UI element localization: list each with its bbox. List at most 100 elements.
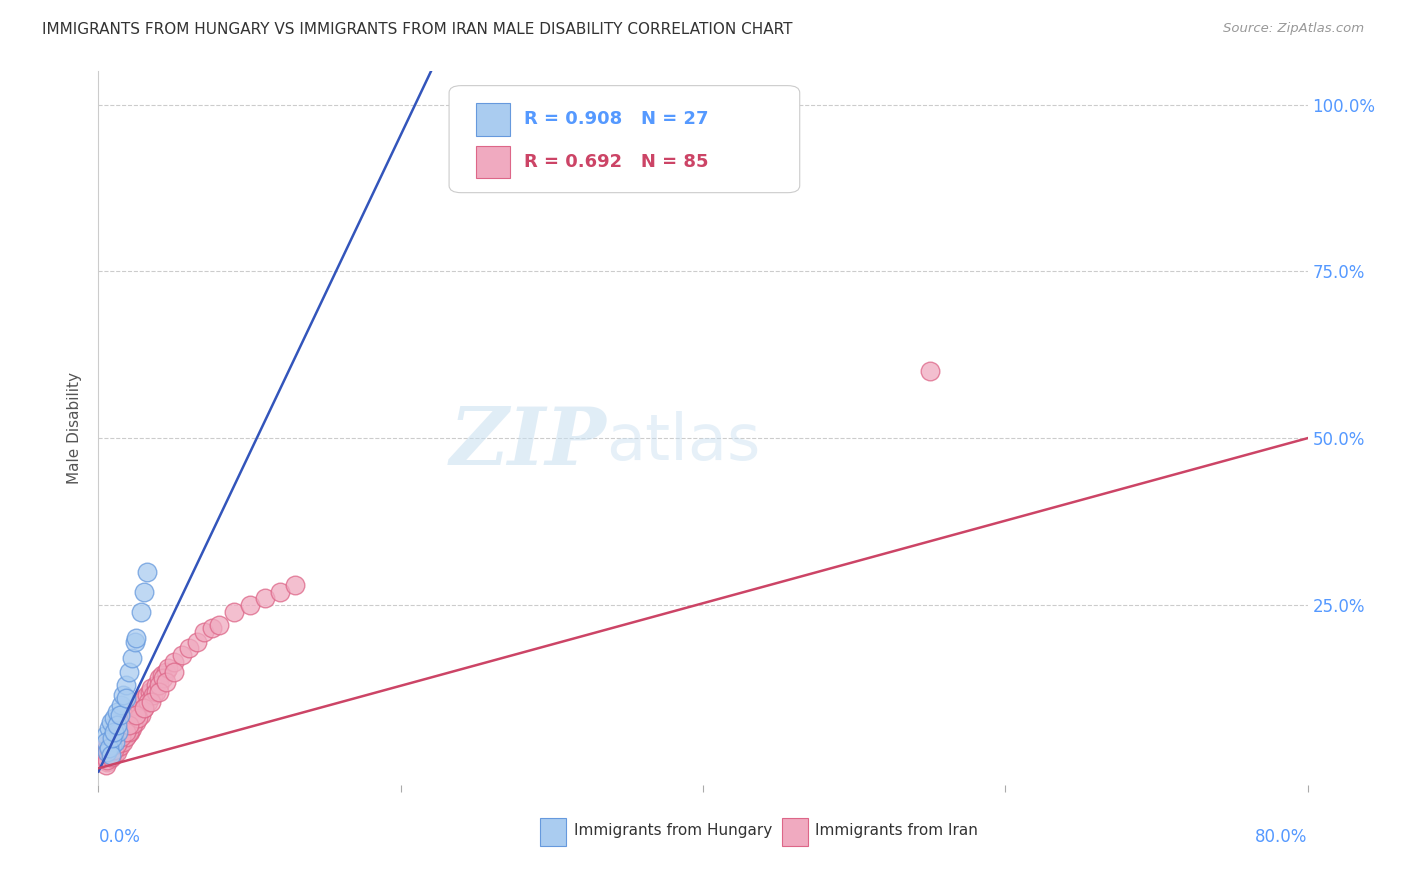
Point <box>108 707 131 722</box>
Point <box>163 665 186 679</box>
Point <box>98 747 121 762</box>
Point <box>114 691 136 706</box>
Point <box>114 724 136 739</box>
Text: Immigrants from Iran: Immigrants from Iran <box>815 823 979 838</box>
Point <box>125 701 148 715</box>
Point <box>98 721 121 735</box>
Point <box>111 731 134 746</box>
Y-axis label: Male Disability: Male Disability <box>67 372 83 484</box>
Point <box>108 732 131 747</box>
Point <box>100 747 122 762</box>
Point <box>129 707 152 722</box>
Point <box>115 728 138 742</box>
Point <box>103 734 125 748</box>
Point <box>101 731 124 746</box>
Point <box>224 605 246 619</box>
Point <box>132 701 155 715</box>
Point <box>179 641 201 656</box>
Point <box>163 655 186 669</box>
Point <box>124 634 146 648</box>
Point <box>129 695 152 709</box>
FancyBboxPatch shape <box>449 86 800 193</box>
Text: ZIP: ZIP <box>450 404 606 481</box>
Point <box>100 751 122 765</box>
Point <box>145 684 167 698</box>
Point <box>121 651 143 665</box>
Point <box>96 745 118 759</box>
Point <box>121 707 143 722</box>
Point <box>118 711 141 725</box>
Point <box>186 634 208 648</box>
Point <box>148 671 170 685</box>
Point <box>156 661 179 675</box>
Point <box>132 584 155 599</box>
Point <box>170 648 193 662</box>
Point <box>110 734 132 748</box>
Point <box>118 665 141 679</box>
Point <box>110 730 132 744</box>
Point <box>100 750 122 764</box>
Point <box>132 701 155 715</box>
Point <box>100 714 122 729</box>
Bar <box>540 819 567 846</box>
Point <box>152 671 174 685</box>
Point <box>253 591 276 606</box>
Point <box>114 718 136 732</box>
Point <box>104 734 127 748</box>
Text: Source: ZipAtlas.com: Source: ZipAtlas.com <box>1223 22 1364 36</box>
Point <box>193 624 215 639</box>
Point <box>129 605 152 619</box>
Point <box>105 728 128 742</box>
Point <box>135 688 157 702</box>
Point <box>121 721 143 735</box>
Point <box>918 364 941 378</box>
Point <box>94 734 117 748</box>
Point <box>108 739 131 754</box>
Point <box>125 714 148 729</box>
Point <box>100 747 122 762</box>
Point <box>105 705 128 719</box>
Point <box>148 678 170 692</box>
Point <box>94 751 117 765</box>
Point <box>103 743 125 757</box>
Point <box>107 741 129 756</box>
Point <box>94 738 117 752</box>
Point <box>101 738 124 752</box>
Point <box>104 738 127 752</box>
Point <box>94 758 117 772</box>
Text: atlas: atlas <box>606 411 761 474</box>
Point <box>110 698 132 712</box>
Bar <box>782 819 808 846</box>
Point <box>112 721 135 735</box>
Point <box>124 705 146 719</box>
Text: R = 0.908   N = 27: R = 0.908 N = 27 <box>524 111 709 128</box>
Point <box>115 728 138 742</box>
Point <box>114 730 136 744</box>
Point <box>111 734 134 748</box>
Point <box>94 728 117 742</box>
Point <box>141 681 163 696</box>
Text: 80.0%: 80.0% <box>1256 828 1308 846</box>
Point <box>105 737 128 751</box>
Point <box>96 753 118 767</box>
Point <box>105 718 128 732</box>
Text: IMMIGRANTS FROM HUNGARY VS IMMIGRANTS FROM IRAN MALE DISABILITY CORRELATION CHAR: IMMIGRANTS FROM HUNGARY VS IMMIGRANTS FR… <box>42 22 793 37</box>
Point <box>128 698 150 712</box>
Point <box>104 739 127 754</box>
Point <box>122 716 145 731</box>
Point <box>110 724 132 739</box>
Point <box>111 688 134 702</box>
Point <box>150 668 173 682</box>
Point <box>136 695 159 709</box>
Point <box>118 718 141 732</box>
Point <box>103 711 125 725</box>
Point <box>135 565 157 579</box>
Point <box>105 745 128 759</box>
Point <box>155 674 177 689</box>
Point <box>284 578 307 592</box>
Point <box>101 746 124 760</box>
Point <box>107 724 129 739</box>
Point <box>125 707 148 722</box>
Point <box>139 684 162 698</box>
Point <box>127 711 149 725</box>
